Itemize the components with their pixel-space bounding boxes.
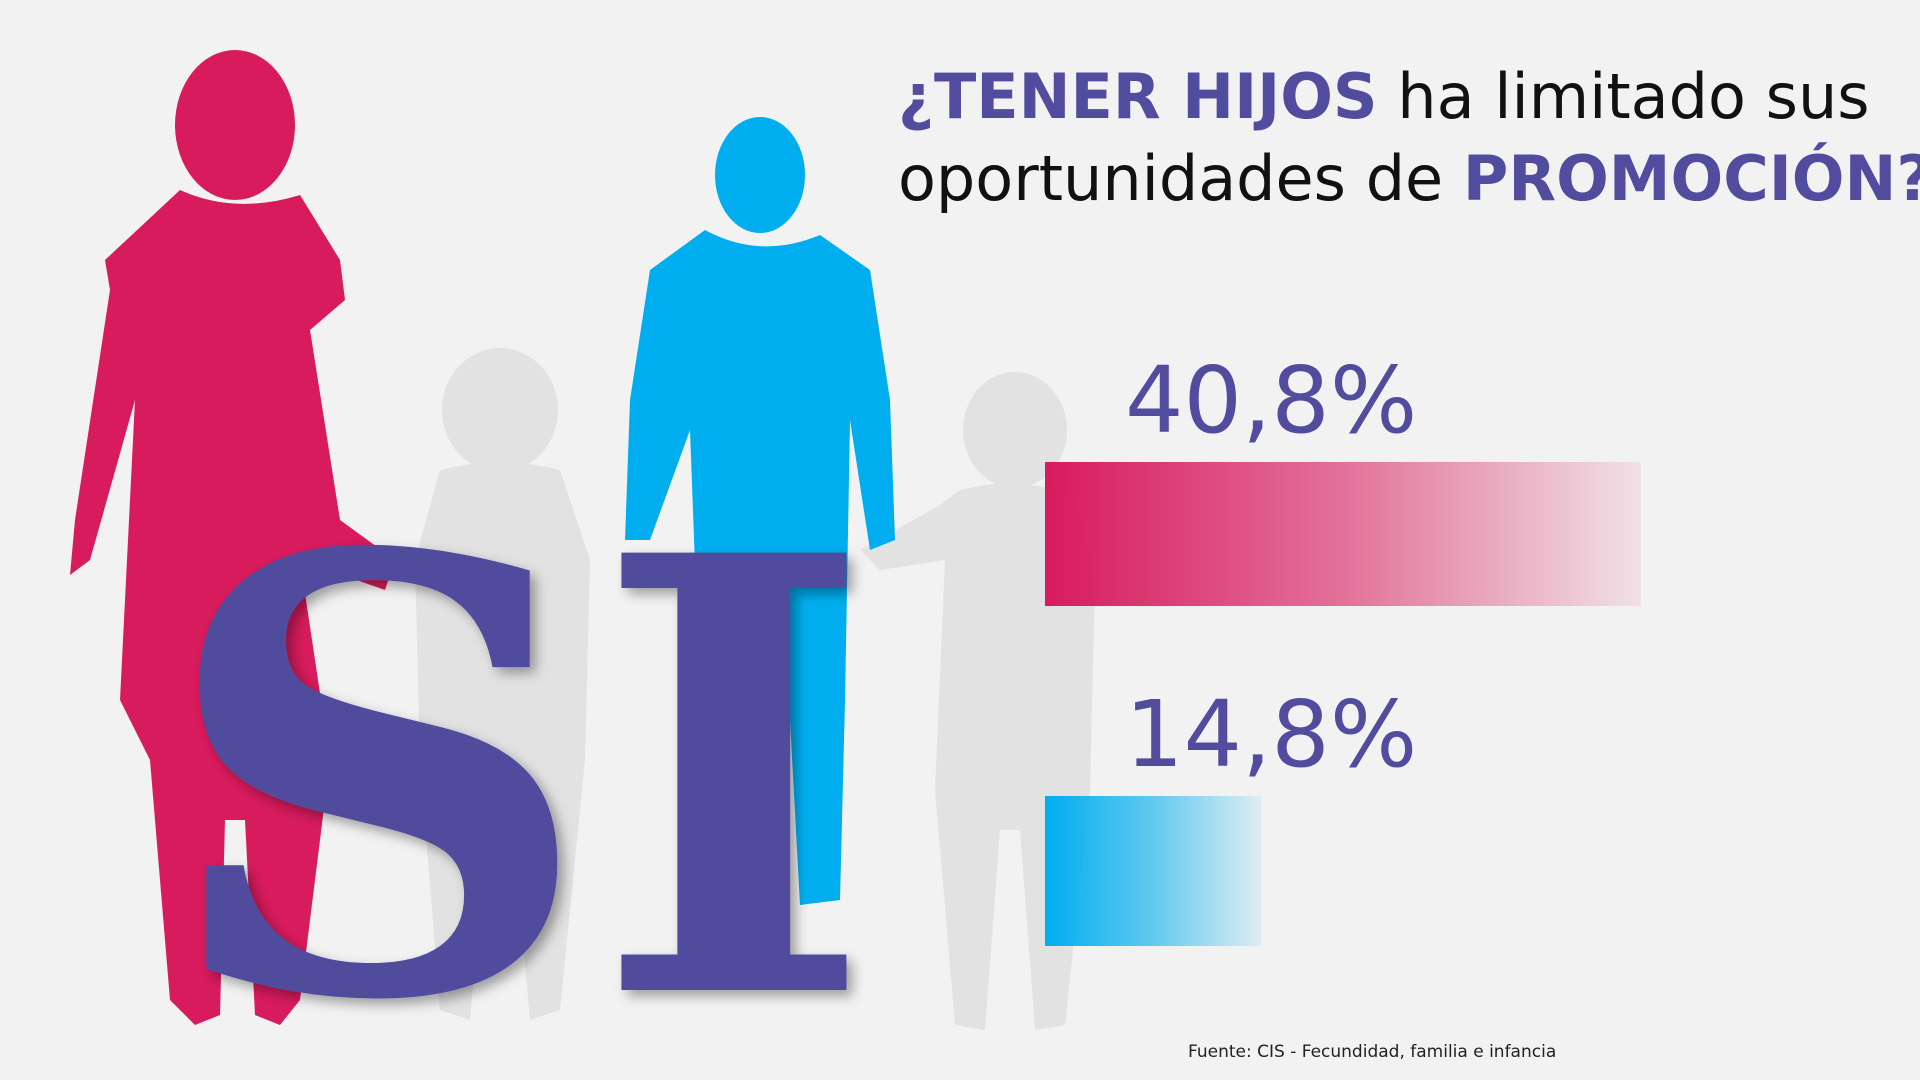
value-label: 14,8% — [1125, 681, 1417, 788]
value-label: 40,8% — [1125, 347, 1417, 454]
source: Fuente: CIS - Fecundidad, familia e infa… — [1188, 1042, 1556, 1062]
title-part: ha limitado sus — [1397, 60, 1869, 133]
title-part: oportunidades de — [898, 142, 1443, 215]
chart-title: oportunidades de PROMOCIÓN? — [898, 142, 1920, 215]
woman-silhouette — [70, 50, 395, 1025]
chart-title: ¿TENER HIJOS ha limitado sus — [898, 60, 1870, 133]
children-silhouettes — [415, 348, 1095, 1031]
bar — [1045, 796, 1262, 946]
annotation: SI — [160, 427, 874, 1080]
man-silhouette — [625, 117, 895, 905]
title-part: PROMOCIÓN? — [1463, 142, 1920, 215]
title-part: ¿TENER HIJOS — [898, 60, 1378, 133]
bar — [1045, 462, 1641, 606]
